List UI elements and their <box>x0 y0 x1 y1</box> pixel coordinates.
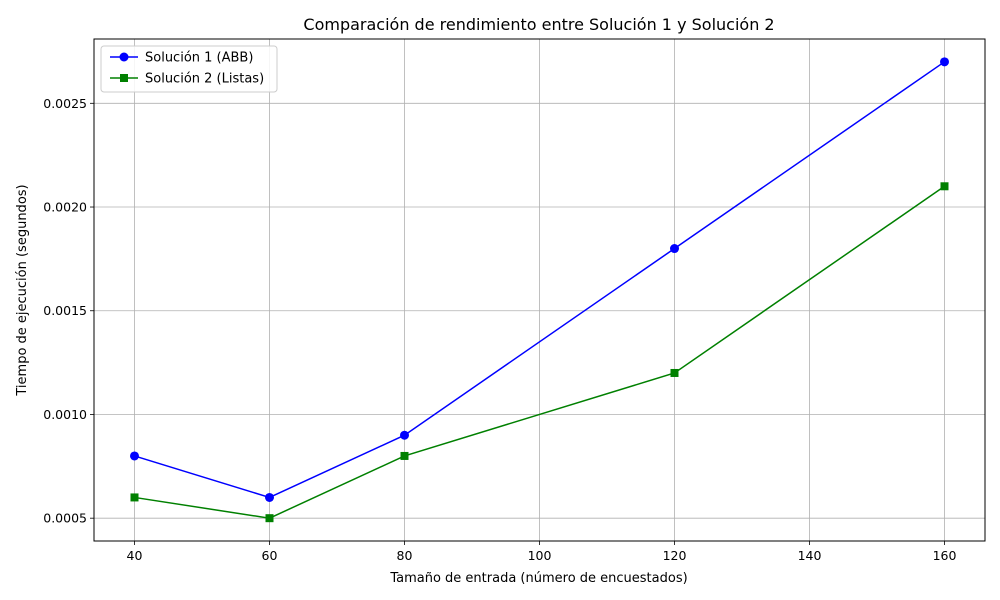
data-point <box>130 493 139 502</box>
data-point <box>400 430 409 440</box>
x-tick-label: 40 <box>127 548 143 563</box>
x-tick-label: 100 <box>528 548 552 563</box>
data-point <box>940 57 949 67</box>
data-point <box>670 368 679 377</box>
axis-ticks: 40 60 80 100 120 140 160 0.0005 0.0010 0.0015 0.00… <box>43 96 956 563</box>
y-axis-label: Tiempo de ejecución (segundos) <box>15 184 30 396</box>
data-point <box>130 451 139 461</box>
y-tick-label: 0.0015 <box>43 303 87 318</box>
data-point <box>670 244 679 254</box>
legend-item-1: Solución 1 (ABB) <box>110 51 253 66</box>
legend-swatch-marker <box>119 52 129 62</box>
x-tick-label: 80 <box>397 548 413 563</box>
x-tick-label: 60 <box>262 548 278 563</box>
data-point <box>400 451 409 460</box>
y-tick-label: 0.0010 <box>43 407 87 422</box>
legend-item-2: Solución 2 (Listas) <box>110 72 264 87</box>
legend-swatch-marker <box>120 74 128 82</box>
series-layer <box>130 57 949 523</box>
y-tick-label: 0.0020 <box>43 200 87 215</box>
legend-box <box>100 45 278 93</box>
data-point <box>265 514 274 523</box>
series-2 <box>130 182 949 523</box>
legend-label: Solución 1 (ABB) <box>145 51 253 66</box>
x-tick-label: 140 <box>798 548 822 563</box>
x-axis-label: Tamaño de entrada (número de encuestados… <box>389 571 687 586</box>
legend-label: Solución 2 (Listas) <box>145 72 264 87</box>
chart-title: Comparación de rendimiento entre Solució… <box>303 15 774 34</box>
grid-lines <box>94 39 985 541</box>
x-tick-label: 120 <box>663 548 687 563</box>
y-tick-label: 0.0005 <box>43 511 87 526</box>
data-point <box>940 182 949 191</box>
legend: Solución 1 (ABB) Solución 2 (Listas) <box>100 45 278 93</box>
data-point <box>265 492 274 502</box>
y-tick-label: 0.0025 <box>43 96 87 111</box>
x-tick-label: 160 <box>933 548 957 563</box>
series-1 <box>130 57 949 502</box>
